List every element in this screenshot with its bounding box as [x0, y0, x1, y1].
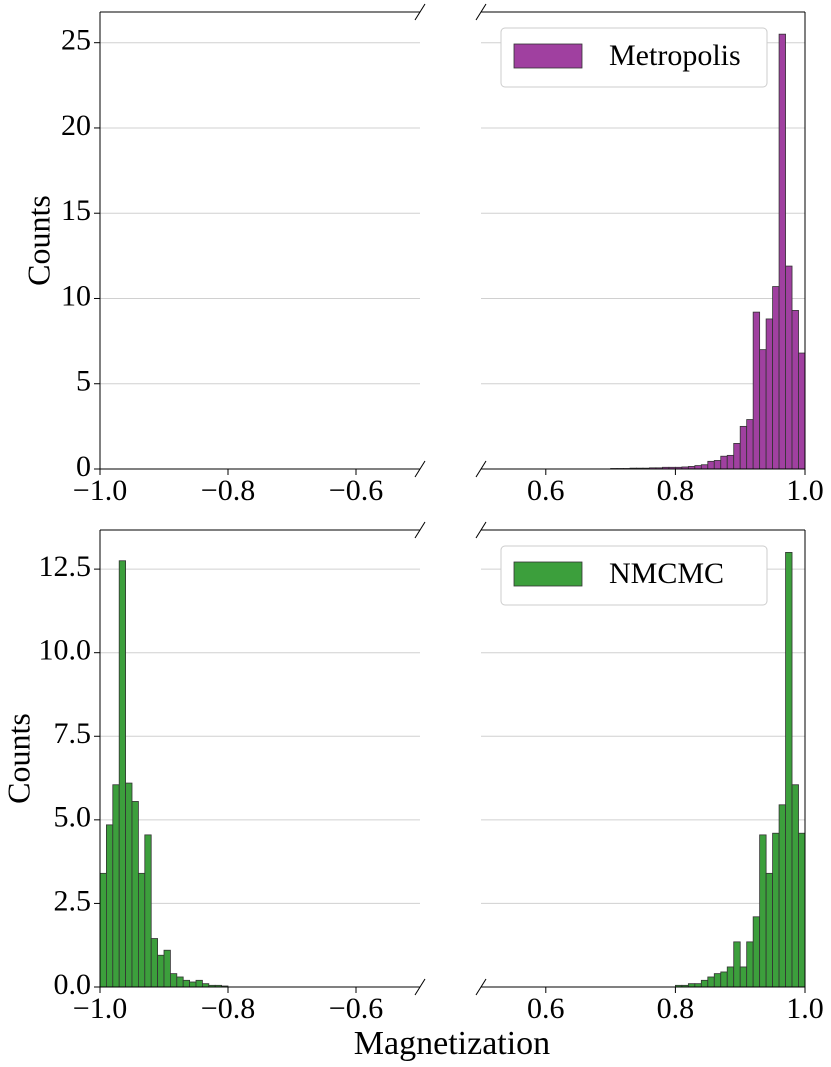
y-tick-label: 0.0 — [54, 968, 92, 1001]
x-tick-label: 1.0 — [786, 474, 824, 507]
histogram-bar — [189, 981, 197, 988]
histogram-bar — [739, 425, 748, 470]
x-tick-label: −0.8 — [201, 474, 255, 507]
histogram-bar — [150, 938, 158, 988]
axis-break — [475, 978, 487, 996]
histogram-bar — [195, 979, 203, 988]
y-tick-label: 5.0 — [54, 801, 92, 834]
histogram-bar — [759, 834, 767, 988]
histogram-bar — [778, 804, 786, 988]
histogram-bar — [707, 460, 715, 470]
x-tick-label: 1.0 — [786, 992, 824, 1025]
histogram-bar — [720, 455, 728, 470]
histogram-bar — [791, 310, 799, 470]
histogram-bar — [765, 318, 773, 470]
x-tick-label: −0.8 — [201, 992, 255, 1025]
histogram-bar — [778, 33, 786, 470]
y-tick-label: 7.5 — [54, 717, 92, 750]
axis-break — [475, 3, 487, 21]
histogram-bar — [726, 454, 735, 470]
histogram-bar — [163, 949, 171, 988]
y-axis-label: Counts — [20, 195, 56, 286]
histogram-bar — [112, 784, 120, 988]
histogram-bar — [694, 983, 702, 988]
y-tick-label: 5 — [76, 365, 91, 398]
histogram-bar — [169, 973, 178, 988]
axis-break — [414, 460, 426, 478]
histogram-bar — [746, 941, 754, 988]
legend-box — [500, 27, 768, 88]
histogram-bar — [713, 460, 722, 470]
histogram-bar — [694, 465, 702, 470]
histogram-bar — [733, 443, 741, 470]
histogram-bar — [752, 916, 761, 988]
histogram-bar — [201, 983, 210, 988]
legend-swatch — [513, 43, 583, 69]
y-tick-label: 12.5 — [39, 550, 92, 583]
histogram-bar — [125, 782, 133, 988]
axis-break — [414, 978, 426, 996]
histogram-bar — [739, 966, 748, 988]
histogram-bar — [131, 801, 139, 988]
histogram-bar — [785, 265, 793, 470]
histogram-bar — [720, 971, 728, 988]
y-tick-label: 10.0 — [39, 634, 92, 667]
histogram-bar — [752, 311, 761, 470]
histogram-bar — [157, 954, 165, 988]
axis-break — [475, 521, 487, 539]
histogram-bar — [772, 832, 780, 988]
axis-break — [414, 521, 426, 539]
histogram-bar — [746, 419, 754, 470]
histogram-bar — [791, 784, 799, 988]
histogram-bar — [707, 976, 715, 988]
y-tick-label: 2.5 — [54, 884, 92, 917]
histogram-bar — [144, 834, 152, 988]
histogram-bar — [726, 966, 735, 988]
y-tick-label: 0 — [76, 450, 91, 483]
histogram-bar — [700, 979, 709, 988]
y-tick-label: 15 — [61, 194, 91, 227]
histogram-bar — [798, 832, 806, 988]
histogram-bar — [759, 349, 767, 470]
histogram-bar — [772, 286, 780, 470]
axis-break — [475, 460, 487, 478]
histogram-bar — [798, 352, 806, 470]
y-axis-label: Counts — [0, 713, 36, 804]
legend-label: Metropolis — [609, 39, 741, 72]
histogram-bar — [137, 872, 146, 988]
histogram-bar — [176, 976, 184, 988]
histogram-bar — [687, 983, 696, 988]
histogram-bar — [713, 973, 722, 988]
x-tick-label: 0.6 — [527, 474, 565, 507]
histogram-bar — [99, 872, 107, 988]
histogram-bar — [765, 872, 773, 988]
histogram-bar — [182, 979, 190, 988]
x-axis-label: Magnetization — [354, 1025, 550, 1062]
histogram-bar — [106, 824, 114, 988]
x-tick-label: −0.6 — [329, 992, 383, 1025]
histogram-bar — [733, 941, 741, 988]
x-tick-label: 0.6 — [527, 992, 565, 1025]
x-tick-label: −1.0 — [73, 474, 127, 507]
y-tick-label: 25 — [61, 24, 91, 57]
y-tick-label: 10 — [61, 279, 91, 312]
x-tick-label: 0.8 — [657, 474, 695, 507]
x-tick-label: 0.8 — [657, 992, 695, 1025]
legend-label: NMCMC — [609, 557, 724, 590]
legend-box — [500, 545, 768, 606]
x-tick-label: −1.0 — [73, 992, 127, 1025]
y-tick-label: 20 — [61, 109, 91, 142]
histogram-bar — [700, 464, 709, 470]
histogram-bar — [118, 560, 126, 988]
x-tick-label: −0.6 — [329, 474, 383, 507]
histogram-bar — [785, 551, 793, 988]
axis-break — [414, 3, 426, 21]
legend-swatch — [513, 561, 583, 587]
